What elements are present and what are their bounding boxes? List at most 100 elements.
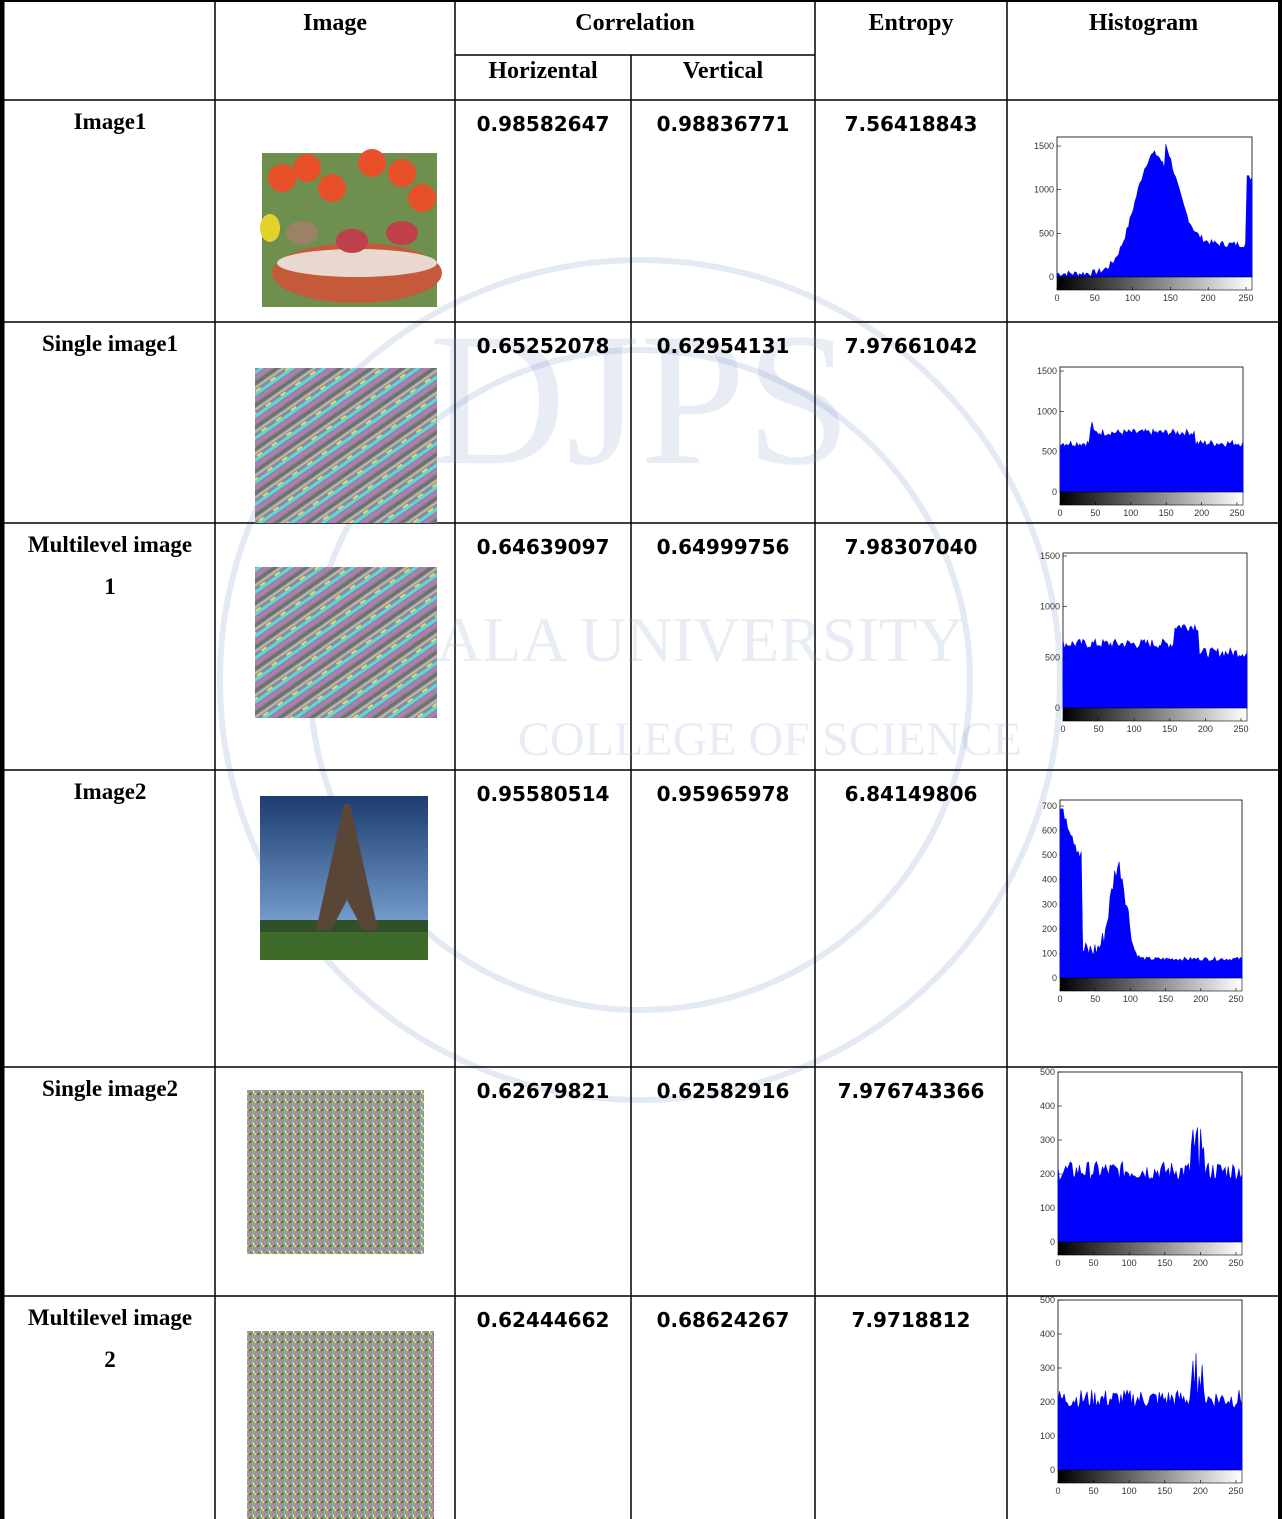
cell-value: 6.84149806 [815,782,1007,806]
cell-value: 0.65252078 [455,334,631,358]
colorbar [1058,1470,1242,1483]
column-header: Image [215,10,455,37]
y-tick-label: 1500 [1040,551,1060,561]
column-header: Vertical [631,58,815,85]
flower [388,159,416,187]
x-tick-label: 250 [1233,724,1248,734]
x-tick-label: 50 [1090,508,1100,518]
cell-value: 0.95965978 [631,782,815,806]
x-tick-label: 50 [1090,994,1100,1004]
cell-value: 0.98582647 [455,112,631,136]
cell-value: 0.62679821 [455,1079,631,1103]
y-tick-label: 500 [1042,447,1057,457]
y-tick-label: 400 [1042,875,1057,885]
y-tick-label: 500 [1039,228,1054,238]
y-tick-label: 200 [1040,1397,1055,1407]
x-tick-label: 0 [1057,508,1062,518]
x-tick-label: 200 [1201,293,1216,303]
bird [260,214,280,242]
table-image [247,1090,424,1254]
column-header: Entropy [815,10,1007,37]
y-tick-label: 0 [1049,272,1054,282]
cell-value: 0.98836771 [631,112,815,136]
bird [386,221,418,245]
x-tick-label: 250 [1228,1258,1243,1268]
y-tick-label: 1000 [1034,185,1054,195]
column-header: Correlation [455,10,815,37]
x-tick-label: 100 [1122,1258,1137,1268]
bird-bath-water [277,249,437,277]
y-tick-label: 100 [1040,1203,1055,1213]
table-image [247,1331,434,1519]
x-tick-label: 250 [1238,293,1253,303]
cell-value: 0.95580514 [455,782,631,806]
y-tick-label: 500 [1040,1067,1055,1077]
cell-value: 0.62444662 [455,1308,631,1332]
row-label: Image1 [22,101,198,143]
image-bg [247,1331,434,1519]
lawn [260,932,428,960]
row-label: Multilevel image 2 [22,1297,198,1381]
y-tick-label: 700 [1042,801,1057,811]
x-tick-label: 100 [1122,1486,1137,1496]
y-tick-label: 100 [1042,948,1057,958]
y-tick-label: 0 [1050,1465,1055,1475]
cell-value: 0.62954131 [631,334,815,358]
y-tick-label: 0 [1055,703,1060,713]
x-tick-label: 50 [1090,293,1100,303]
colorbar [1060,978,1242,991]
flower [358,149,386,177]
cell-value: 0.62582916 [631,1079,815,1103]
bird [336,229,368,253]
x-tick-label: 250 [1228,1486,1243,1496]
colorbar [1058,1242,1242,1255]
y-tick-label: 300 [1042,899,1057,909]
x-tick-label: 150 [1157,1486,1172,1496]
x-tick-label: 200 [1194,508,1209,518]
x-tick-label: 0 [1054,293,1059,303]
x-tick-label: 150 [1159,508,1174,518]
y-tick-label: 500 [1040,1295,1055,1305]
row-label: Single image2 [22,1068,198,1110]
x-tick-label: 150 [1158,994,1173,1004]
x-tick-label: 200 [1193,994,1208,1004]
bird [286,221,318,245]
flower [408,184,436,212]
x-tick-label: 150 [1157,1258,1172,1268]
flower [318,174,346,202]
x-tick-label: 0 [1055,1258,1060,1268]
x-tick-label: 250 [1229,508,1244,518]
cell-value: 7.9718812 [815,1308,1007,1332]
x-tick-label: 250 [1228,994,1243,1004]
y-tick-label: 300 [1040,1135,1055,1145]
table-image [260,796,428,960]
colorbar [1057,277,1252,290]
cell-value: 7.98307040 [815,535,1007,559]
y-tick-label: 400 [1040,1329,1055,1339]
page: 0501001502002500500100015000501001502002… [0,0,1282,1519]
cell-value: 7.976743366 [815,1079,1007,1103]
row-label: Image2 [22,771,198,813]
x-tick-label: 100 [1123,994,1138,1004]
y-tick-label: 500 [1042,850,1057,860]
y-tick-label: 200 [1040,1169,1055,1179]
cell-value: 0.68624267 [631,1308,815,1332]
column-header: Histogram [1007,10,1280,37]
cell-value: 0.64639097 [455,535,631,559]
y-tick-label: 0 [1050,1237,1055,1247]
watermark-text: COLLEGE OF SCIENCE [370,716,1170,764]
row-label: Single image1 [22,323,198,365]
y-tick-label: 400 [1040,1101,1055,1111]
x-tick-label: 150 [1163,293,1178,303]
image-bg [247,1090,424,1254]
watermark-text: ALA UNIVERSITY [300,608,1100,672]
y-tick-label: 300 [1040,1363,1055,1373]
colorbar [1060,492,1243,505]
flower [293,154,321,182]
y-tick-label: 600 [1042,826,1057,836]
x-tick-label: 0 [1055,1486,1060,1496]
